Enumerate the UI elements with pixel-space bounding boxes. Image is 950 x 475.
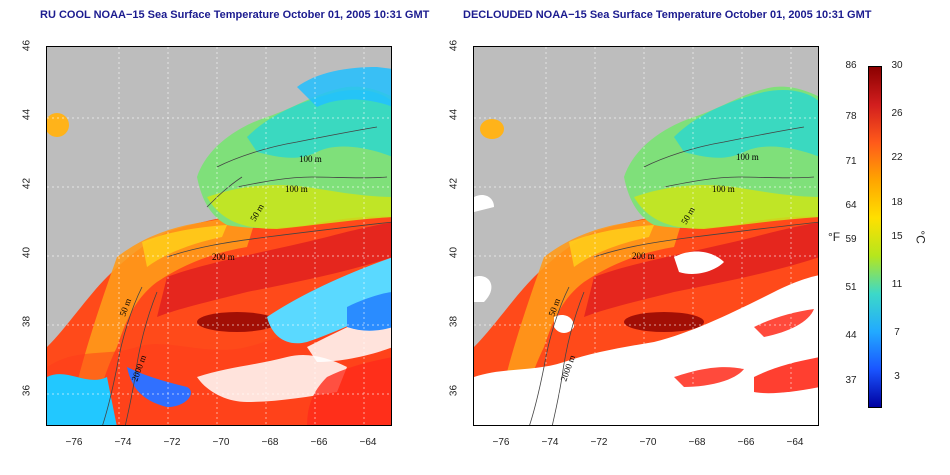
lon-tick-label: −76 [65,437,83,448]
isobath-label: 100 m [285,184,308,194]
lon-tick-label: −70 [639,437,657,448]
lon-tick-label: −66 [310,437,328,448]
lon-tick-label: −68 [688,437,706,448]
lat-tick-label: 38 [21,315,33,328]
warm-patch [47,113,69,137]
lon-tick-label: −76 [492,437,510,448]
right-map-title: DECLOUDED NOAA−15 Sea Surface Temperatur… [463,9,872,21]
lat-tick-label: 36 [448,384,460,397]
celsius-tick-label: 30 [891,60,903,71]
isobath-label: 200 m [632,251,655,261]
fahrenheit-tick-label: 59 [845,234,857,246]
isobath-label: 100 m [299,154,322,164]
fahrenheit-tick-label: 78 [845,111,857,123]
left-map-title: RU COOL NOAA−15 Sea Surface Temperature … [40,9,430,21]
lat-tick-label: 40 [21,246,33,259]
fahrenheit-tick-label: 71 [845,155,857,167]
celsius-tick-label: 18 [891,196,903,208]
lat-tick-label: 36 [21,384,33,397]
celsius-tick-label: 15 [891,231,903,242]
isobath-50m [102,286,143,425]
lon-tick-label: −68 [261,437,279,448]
colorbar-gradient [869,67,881,407]
lon-tick-label: −74 [114,437,132,448]
celsius-tick-label: 22 [891,152,903,164]
fahrenheit-tick-label: 37 [845,374,857,386]
lat-tick-label: 40 [448,246,460,259]
lat-tick-label: 42 [21,177,33,190]
fahrenheit-tick-label: 44 [845,330,857,342]
celsius-unit: °C [913,230,928,244]
raw-sst-map: 100 m 100 m 50 m 200 m 50 m 2000 m [46,46,392,426]
isobath-label: 200 m [212,252,235,262]
celsius-tick-label: 7 [894,326,900,338]
fahrenheit-tick-label: 64 [845,200,857,212]
lat-tick-label: 46 [448,39,460,52]
isobath-label: 100 m [736,152,759,162]
isobath-2000m [125,291,158,425]
lon-tick-label: −66 [737,437,755,448]
isobath-200m [166,221,391,258]
lat-tick-label: 44 [448,108,460,121]
lat-tick-label: 38 [448,315,460,328]
lon-tick-label: −70 [212,437,230,448]
celsius-tick-label: 3 [894,371,900,383]
lon-tick-label: −74 [541,437,559,448]
lon-tick-label: −64 [359,437,377,448]
declouded-sst-map: 100 m 100 m 50 m 200 m 50 m 2000 m [473,46,819,426]
lat-tick-label: 42 [448,177,460,190]
fahrenheit-tick-label: 51 [845,282,857,294]
temperature-colorbar [868,66,882,408]
lon-tick-label: −72 [590,437,608,448]
lat-tick-label: 46 [21,39,33,52]
lon-tick-label: −72 [163,437,181,448]
fahrenheit-tick-label: 86 [845,60,857,71]
celsius-tick-label: 26 [891,107,903,119]
fahrenheit-unit: °F [828,230,841,244]
lon-tick-label: −64 [786,437,804,448]
isobath-label: 100 m [712,184,735,194]
lat-tick-label: 44 [21,108,33,121]
celsius-tick-label: 11 [891,278,903,290]
